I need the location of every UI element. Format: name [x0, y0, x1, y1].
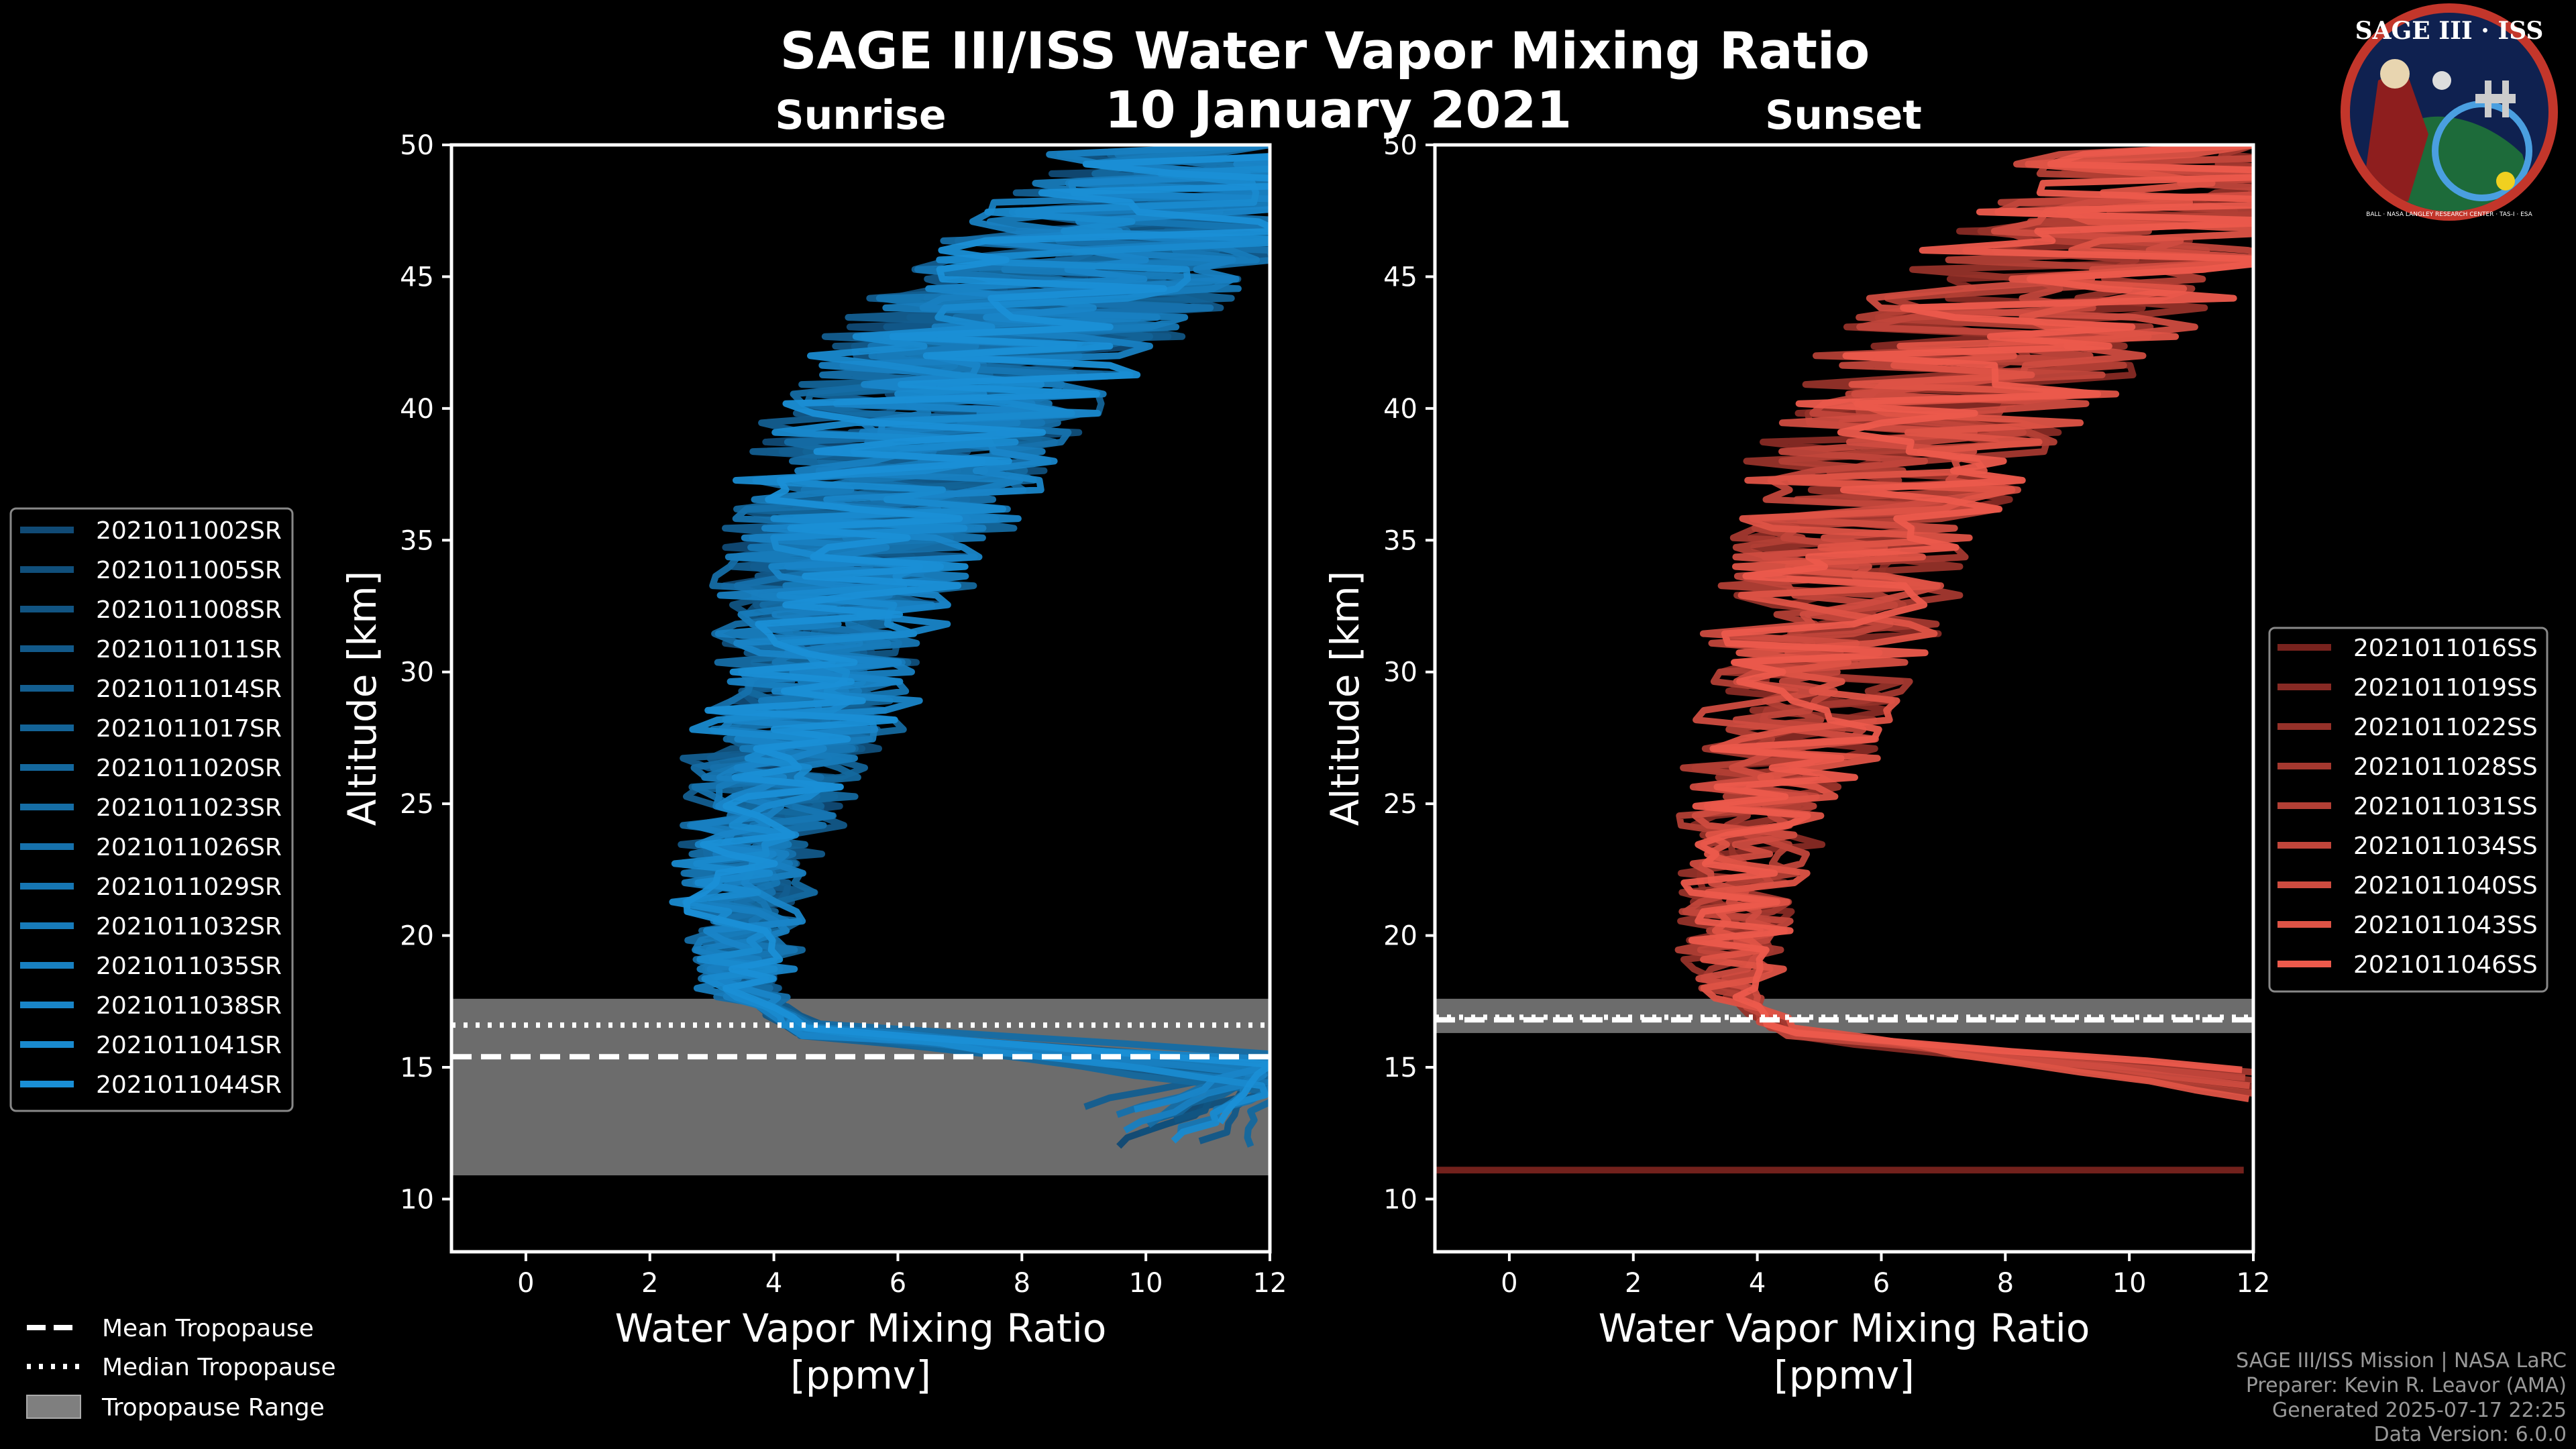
sunset-xlabel: Water Vapor Mixing Ratio — [1599, 1305, 2090, 1351]
sunset-xtick-label: 0 — [1501, 1268, 1517, 1299]
tropopause-range-swatch — [26, 1395, 81, 1419]
sunset-legend-label: 2021011016SS — [2353, 635, 2538, 662]
sunrise-ytick-label: 10 — [400, 1184, 434, 1215]
sunrise-legend-label: 2021011014SR — [96, 676, 282, 703]
tropopause-range-label: Tropopause Range — [101, 1394, 325, 1421]
sunrise-legend-label: 2021011008SR — [96, 596, 282, 624]
logo-earth-limb — [2432, 101, 2532, 201]
sunset-ytick-label: 40 — [1383, 394, 1417, 425]
figure-date: 10 January 2021 — [1105, 80, 1572, 140]
sunrise-xlabel: Water Vapor Mixing Ratio — [615, 1305, 1107, 1351]
sunset-xtick-label: 4 — [1749, 1268, 1766, 1299]
sage-iii-iss-mission-logo: SAGE III · ISS BALL · NASA LANGLEY RESEA… — [2341, 3, 2558, 221]
sunset-legend: 2021011016SS 2021011019SS 2021011022SS 2021… — [2268, 627, 2548, 993]
sunrise-legend-label: 2021011032SR — [96, 913, 282, 941]
sunset-xtick-label: 2 — [1625, 1268, 1642, 1299]
sunrise-ytick-label: 30 — [400, 657, 434, 688]
sunrise-legend-label: 2021011026SR — [96, 834, 282, 861]
mean-tropopause-label: Mean Tropopause — [102, 1315, 314, 1342]
sunset-legend-label: 2021011022SS — [2353, 714, 2538, 741]
sunrise-legend-label: 2021011011SR — [96, 636, 282, 663]
sunrise-legend-label: 2021011035SR — [96, 953, 282, 980]
sunset-legend-label: 2021011040SS — [2353, 872, 2538, 900]
sunset-xtick-label: 8 — [1997, 1268, 2014, 1299]
sunset-ylabel: Altitude [km] — [1322, 571, 1368, 826]
sunset-ytick-label: 20 — [1383, 921, 1417, 952]
sunrise-xtick-label: 0 — [517, 1268, 534, 1299]
sunset-ytick-label: 15 — [1383, 1053, 1417, 1083]
sunset-xlabel-units: [ppmv] — [1774, 1352, 1915, 1398]
credit-preparer: Preparer: Kevin R. Leavor (AMA) — [2246, 1374, 2567, 1397]
sunrise-profile-2021011044SR — [683, 145, 1270, 1125]
sunset-legend-label: 2021011043SS — [2353, 912, 2538, 939]
credits: SAGE III/ISS Mission | NASA LaRC Prepare… — [2236, 1349, 2567, 1446]
median-tropopause-label: Median Tropopause — [102, 1354, 336, 1381]
logo-astronomer-robe — [2361, 67, 2428, 201]
sunrise-legend: 2021011002SR 2021011005SR 2021011008SR 2021… — [9, 507, 294, 1112]
sunrise-ytick-label: 45 — [400, 262, 434, 292]
figure-title: SAGE III/ISS Water Vapor Mixing Ratio — [780, 21, 1870, 80]
sunrise-legend-label: 2021011020SR — [96, 755, 282, 782]
sunrise-legend-label: 2021011005SR — [96, 557, 282, 584]
sunset-ytick-label: 10 — [1383, 1184, 1417, 1215]
sunset-legend-label: 2021011028SS — [2353, 753, 2538, 781]
sunrise-xtick-label: 4 — [765, 1268, 782, 1299]
sunset-legend-label: 2021011034SS — [2353, 833, 2538, 860]
credit-generated: Generated 2025-07-17 22:25 — [2272, 1399, 2567, 1422]
tropopause-legend: Mean Tropopause Median Tropopause Tropop… — [26, 1315, 336, 1421]
logo-wordmark: SAGE III · ISS — [2355, 17, 2544, 45]
sunrise-panel: 0 2 4 6 8 10 12 10 15 20 25 30 35 40 45 50 Water Vapor … — [339, 130, 1287, 1398]
sunrise-legend-label: 2021011029SR — [96, 873, 282, 901]
sunrise-xtick-label: 10 — [1129, 1268, 1163, 1299]
sunrise-ytick-label: 25 — [400, 789, 434, 820]
sunset-legend-label: 2021011031SS — [2353, 793, 2538, 820]
logo-sun — [2496, 172, 2515, 191]
sunset-legend-label: 2021011019SS — [2353, 674, 2538, 702]
sunset-profile-2021011046SS — [1680, 145, 2253, 1073]
sunrise-xtick-label: 12 — [1253, 1268, 1287, 1299]
sunrise-legend-label: 2021011023SR — [96, 794, 282, 822]
sunset-axes-frame — [1433, 143, 2255, 1254]
sunset-legend-label: 2021011046SS — [2353, 951, 2538, 979]
sunrise-ytick-label: 40 — [400, 394, 434, 425]
sunrise-legend-label: 2021011038SR — [96, 992, 282, 1020]
logo-ring-text: BALL · NASA LANGLEY RESEARCH CENTER · TA… — [2366, 211, 2533, 218]
sunset-ytick-label: 30 — [1383, 657, 1417, 688]
sunset-subtitle: Sunset — [1765, 92, 1922, 139]
sunrise-legend-label: 2021011041SR — [96, 1032, 282, 1059]
sunrise-ytick-label: 15 — [400, 1053, 434, 1083]
logo-astronomer-head — [2380, 59, 2410, 89]
sunset-panel: 0 2 4 6 8 10 12 10 15 20 25 30 35 40 45 50 Water Vapor … — [1322, 130, 2271, 1398]
sunrise-ylabel: Altitude [km] — [339, 571, 385, 826]
sunset-xtick-label: 10 — [2112, 1268, 2147, 1299]
sunrise-xtick-label: 8 — [1014, 1268, 1030, 1299]
logo-moon — [2432, 71, 2451, 90]
sunset-ytick-label: 35 — [1383, 525, 1417, 556]
sunrise-xtick-label: 2 — [641, 1268, 658, 1299]
sunrise-axes-frame — [449, 143, 1272, 1254]
sunrise-xlabel-units: [ppmv] — [790, 1352, 931, 1398]
sunrise-legend-label: 2021011002SR — [96, 517, 282, 545]
sunset-ytick-label: 45 — [1383, 262, 1417, 292]
credit-mission: SAGE III/ISS Mission | NASA LaRC — [2236, 1349, 2567, 1373]
sunset-xtick-label: 12 — [2237, 1268, 2271, 1299]
sunrise-ytick-label: 50 — [400, 130, 434, 161]
credit-data-version: Data Version: 6.0.0 — [2374, 1423, 2567, 1446]
sunset-ytick-label: 50 — [1383, 130, 1417, 161]
logo-iss-truss — [2475, 94, 2516, 103]
sunrise-legend-label: 2021011044SR — [96, 1071, 282, 1099]
sunrise-ytick-label: 20 — [400, 921, 434, 952]
sunrise-legend-label: 2021011017SR — [96, 715, 282, 743]
sunset-xtick-label: 6 — [1873, 1268, 1890, 1299]
sunrise-subtitle: Sunrise — [775, 92, 946, 139]
sunset-ytick-label: 25 — [1383, 789, 1417, 820]
sunrise-ytick-label: 35 — [400, 525, 434, 556]
sunrise-xtick-label: 6 — [890, 1268, 906, 1299]
